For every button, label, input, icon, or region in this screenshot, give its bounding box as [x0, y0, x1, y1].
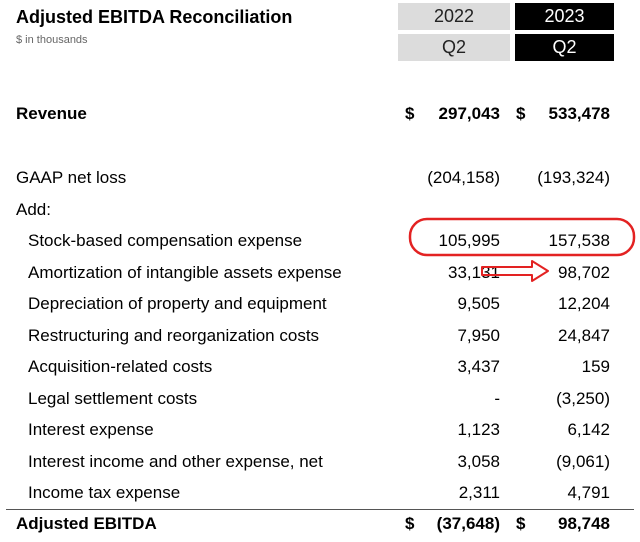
value-2022: 3,058 [457, 452, 500, 471]
table-row: Restructuring and reorganization costs 7… [0, 322, 640, 352]
currency-symbol: $ [516, 104, 526, 123]
value-2023: 98,748 [558, 514, 610, 533]
value-2023: 98,702 [558, 263, 610, 282]
table-row: Income tax expense 2,311 4,791 [0, 479, 640, 509]
value-2023: (3,250) [556, 389, 610, 408]
quarter-header-2023: Q2 [515, 34, 614, 61]
row-label: Acquisition-related costs [28, 357, 213, 376]
row-label: GAAP net loss [16, 168, 127, 187]
value-2022: 297,043 [438, 104, 500, 123]
value-2023: 4,791 [567, 483, 610, 502]
net-loss-row: GAAP net loss (204,158) (193,324) [0, 164, 640, 194]
table-row: Stock-based compensation expense 105,995… [0, 227, 640, 257]
currency-symbol: $ [405, 514, 415, 533]
value-2023: (9,061) [556, 452, 610, 471]
value-2023: 159 [581, 357, 610, 376]
table-row: Interest expense 1,123 6,142 [0, 416, 640, 446]
value-2023: 157,538 [548, 231, 610, 250]
year-header-2022: 2022 [398, 3, 510, 30]
row-label: Amortization of intangible assets expens… [28, 263, 342, 282]
value-2023: 533,478 [548, 104, 610, 123]
value-2022: 9,505 [457, 294, 500, 313]
table-row: Depreciation of property and equipment 9… [0, 290, 640, 320]
value-2022: 2,311 [458, 483, 500, 502]
table-subtitle: $ in thousands [16, 34, 88, 46]
row-label: Interest expense [28, 420, 154, 439]
table-row: Amortization of intangible assets expens… [0, 259, 640, 289]
table-row: Legal settlement costs - (3,250) [0, 385, 640, 415]
row-label: Depreciation of property and equipment [28, 294, 327, 313]
value-2022: (37,648) [436, 514, 500, 533]
value-2022: (204,158) [427, 168, 500, 187]
table-row: Interest income and other expense, net 3… [0, 448, 640, 478]
revenue-row: Revenue $ 297,043 $ 533,478 [0, 100, 640, 130]
value-2023: 6,142 [567, 420, 610, 439]
value-2022: 1,123 [457, 420, 500, 439]
value-2022: - [494, 389, 500, 408]
table-row: Acquisition-related costs 3,437 159 [0, 353, 640, 383]
row-label: Revenue [16, 104, 87, 123]
total-divider [6, 509, 634, 510]
table-title: Adjusted EBITDA Reconciliation [16, 7, 293, 27]
value-2023: (193,324) [537, 168, 610, 187]
currency-symbol: $ [405, 104, 415, 123]
value-2022: 7,950 [457, 326, 500, 345]
value-2023: 24,847 [558, 326, 610, 345]
row-label: Interest income and other expense, net [28, 452, 323, 471]
row-label: Adjusted EBITDA [16, 514, 157, 533]
row-label: Income tax expense [28, 483, 181, 502]
year-header-2023: 2023 [515, 3, 614, 30]
row-label: Add: [16, 200, 51, 219]
value-2022: 105,995 [438, 231, 500, 250]
highlight-ellipse [408, 217, 636, 257]
currency-symbol: $ [516, 514, 526, 533]
value-2022: 3,437 [457, 357, 500, 376]
add-row: Add: [0, 196, 640, 226]
right-arrow-icon [481, 260, 549, 282]
row-label: Stock-based compensation expense [28, 231, 303, 250]
quarter-header-2022: Q2 [398, 34, 510, 61]
row-label: Restructuring and reorganization costs [28, 326, 320, 345]
value-2023: 12,204 [558, 294, 610, 313]
row-label: Legal settlement costs [28, 389, 198, 408]
adjusted-ebitda-row: Adjusted EBITDA $ (37,648) $ 98,748 [0, 510, 640, 540]
